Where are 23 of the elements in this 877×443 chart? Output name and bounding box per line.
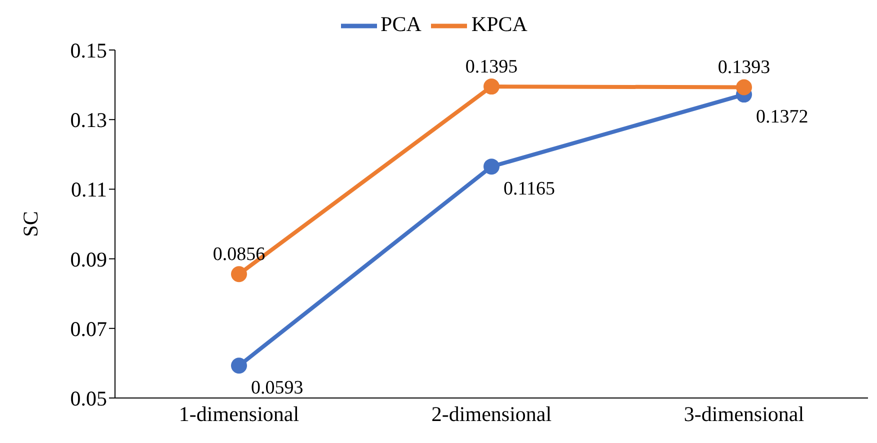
data-label: 0.1372 xyxy=(756,106,808,128)
y-tick-label: 0.11 xyxy=(71,178,107,202)
point xyxy=(736,79,752,96)
y-tick-label: 0.07 xyxy=(70,316,107,341)
point xyxy=(484,158,500,175)
data-label: 0.0593 xyxy=(251,378,304,399)
x-tick-label: 3-dimensional xyxy=(684,402,804,426)
y-tick-label: 0.09 xyxy=(70,247,107,272)
y-tick-label: 0.05 xyxy=(70,386,107,410)
data-label: 0.1395 xyxy=(465,56,518,78)
legend-label: KPCA xyxy=(471,12,528,36)
data-label: 0.1165 xyxy=(504,178,556,200)
y-tick-label: 0.13 xyxy=(70,108,107,132)
point xyxy=(484,78,500,95)
point xyxy=(231,266,247,282)
x-tick-label: 1-dimensional xyxy=(178,402,300,426)
legend-label: PCA xyxy=(380,12,422,36)
data-label: 0.1393 xyxy=(718,57,770,78)
x-tick-label: 2-dimensional xyxy=(431,402,552,426)
y-axis-title: SC xyxy=(18,211,42,237)
point xyxy=(231,358,247,374)
data-label: 0.0856 xyxy=(212,244,266,266)
y-tick-label: 0.15 xyxy=(70,38,107,62)
